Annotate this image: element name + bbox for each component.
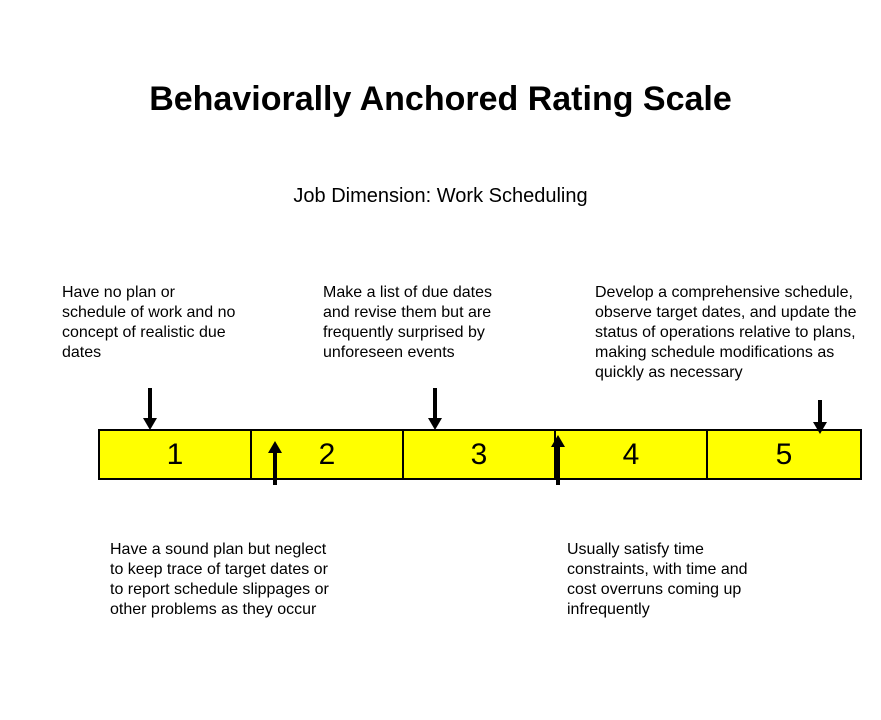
arrow-up-icon: [268, 441, 282, 485]
anchor-4: Usually satisfy time constraints, with t…: [567, 540, 777, 620]
subtitle: Job Dimension: Work Scheduling: [0, 185, 881, 208]
arrow-down-icon: [428, 388, 442, 430]
rating-scale: 12345: [98, 429, 862, 480]
scale-cell-4: 4: [556, 431, 708, 478]
anchor-3: Make a list of due dates and revise them…: [323, 283, 523, 363]
arrow-down-icon: [813, 400, 827, 434]
page-title: Behaviorally Anchored Rating Scale: [0, 80, 881, 119]
anchor-5: Develop a comprehensive schedule, observ…: [595, 283, 860, 383]
scale-cell-5: 5: [708, 431, 860, 478]
scale-cell-1: 1: [100, 431, 252, 478]
anchor-2: Have a sound plan but neglect to keep tr…: [110, 540, 330, 620]
arrow-up-icon: [551, 435, 565, 485]
arrow-down-icon: [143, 388, 157, 430]
anchor-1: Have no plan or schedule of work and no …: [62, 283, 242, 363]
scale-cell-3: 3: [404, 431, 556, 478]
diagram-container: Behaviorally Anchored Rating Scale Job D…: [0, 0, 881, 720]
